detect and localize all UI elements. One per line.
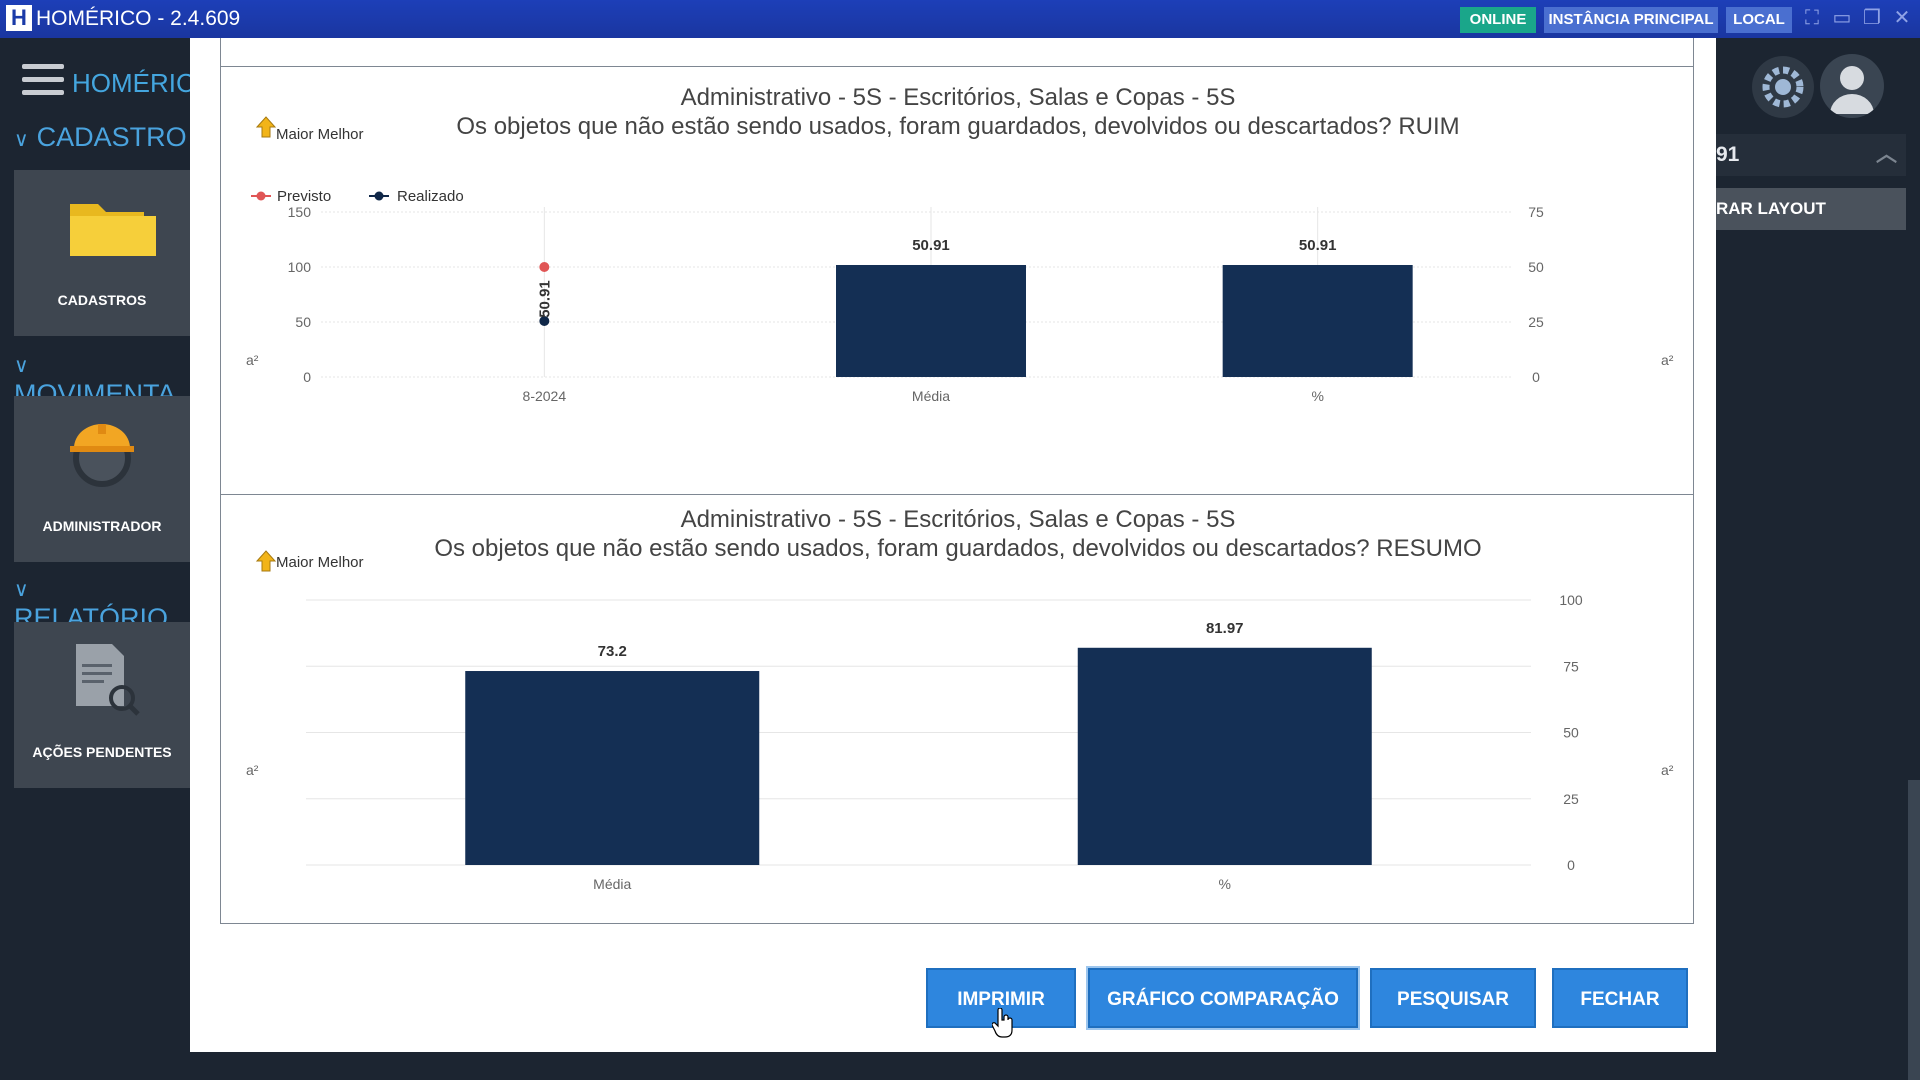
chart-modal: Administrativo - 5S - Escritórios, Salas… [190,38,1716,1052]
y-tick-left: 150 [288,204,312,220]
bar-label: 50.91 [1299,237,1337,254]
instance-badge[interactable]: INSTÂNCIA PRINCIPAL [1544,7,1718,33]
report-search-icon [76,644,140,716]
arrow-up-icon [255,116,277,138]
y-tick-left: 0 [303,369,311,385]
bar-label: 50.91 [912,237,950,254]
y-tick-left: 50 [295,314,311,330]
x-tick-label: % [1219,876,1231,892]
axis-unit-right: a² [1661,352,1674,368]
x-tick-label: Média [912,388,950,404]
app-logo-icon: H [6,5,32,31]
legend-realizado[interactable]: Realizado [369,188,464,205]
y-tick-right: 0 [1567,857,1575,873]
legend-label: Previsto [277,188,331,205]
minimize-icon[interactable]: ▭ [1832,7,1852,29]
bar-label: 73.2 [598,643,627,660]
gear-icon[interactable] [1752,56,1814,118]
chart-resumo: Administrativo - 5S - Escritórios, Salas… [246,506,1674,892]
tile-label: CADASTROS [57,292,147,308]
axis-unit-left: a² [246,352,259,368]
chart-title: Administrativo - 5S - Escritórios, Salas… [681,84,1236,111]
y-tick-right: 75 [1528,204,1544,220]
y-tick-right: 0 [1532,369,1540,385]
user-avatar-icon[interactable] [1820,54,1884,118]
fullscreen-icon[interactable]: ⛶ [1805,7,1819,29]
tile-administrador[interactable]: ADMINISTRADOR [14,396,190,562]
x-tick-label: 8-2024 [523,388,567,404]
section-cadastro[interactable]: ∨ CADASTRO [14,122,187,152]
bar[interactable] [1077,647,1372,865]
right-field[interactable]: 91 ︿ [1716,134,1906,176]
bar-label: 81.97 [1206,620,1244,637]
legend-label: Realizado [397,188,464,205]
panel-top-edge [220,38,1694,66]
menu-icon[interactable] [22,64,64,98]
close-button[interactable]: FECHAR [1552,968,1688,1028]
tile-label: AÇÕES PENDENTES [32,744,172,760]
bar[interactable] [1222,264,1413,377]
axis-unit-left: a² [246,762,259,778]
legend-previsto[interactable]: Previsto [251,188,331,205]
hand-cursor-icon [992,1008,1013,1038]
layout-button[interactable]: RAR LAYOUT [1716,188,1906,230]
chart-panel-ruim: Administrativo - 5S - Escritórios, Salas… [220,66,1694,496]
maior-melhor-label: Maior Melhor [276,126,364,143]
y-tick-right: 75 [1563,658,1579,674]
window-title: HOMÉRICO - 2.4.609 [36,7,241,30]
chevron-down-icon: ∨ [14,355,29,377]
mode-badge[interactable]: LOCAL [1726,7,1792,33]
y-tick-right: 50 [1563,725,1579,741]
chart-subtitle: Os objetos que não estão sendo usados, f… [434,535,1481,562]
point-realizado[interactable] [539,315,550,326]
bar[interactable] [836,264,1026,377]
sidebar: HOMÉRICO ∨ CADASTRO CADASTROS ∨MOVIMENTA … [0,38,215,1080]
chevron-up-icon[interactable]: ︿ [1876,143,1897,166]
chart-subtitle: Os objetos que não estão sendo usados, f… [456,113,1459,140]
folder-icon [70,204,156,256]
vertical-scrollbar[interactable] [1908,780,1920,1080]
search-button[interactable]: PESQUISAR [1370,968,1536,1028]
chart-panel-resumo: Administrativo - 5S - Escritórios, Salas… [220,494,1694,924]
engineer-icon [70,424,134,487]
maior-melhor-label: Maior Melhor [276,554,364,571]
tile-acoes-pendentes[interactable]: AÇÕES PENDENTES [14,622,190,788]
chart-title: Administrativo - 5S - Escritórios, Salas… [681,506,1236,533]
right-panel: 91 ︿ RAR LAYOUT [1716,38,1920,1080]
comparison-chart-button[interactable]: GRÁFICO COMPARAÇÃO [1086,966,1360,1030]
arrow-up-icon [255,550,277,572]
y-tick-right: 50 [1528,259,1544,275]
axis-unit-right: a² [1661,762,1674,778]
chevron-down-icon: ∨ [14,579,29,601]
point-label: 50.91 [536,280,553,318]
chart-ruim: Administrativo - 5S - Escritórios, Salas… [246,84,1674,404]
maximize-icon[interactable]: ❐ [1863,7,1881,29]
tile-label: ADMINISTRADOR [42,518,162,534]
x-tick-label: % [1311,388,1323,404]
bar[interactable] [465,671,760,865]
y-tick-right: 100 [1559,592,1583,608]
x-tick-label: Média [593,876,631,892]
chevron-down-icon: ∨ [14,129,29,151]
status-online-badge: ONLINE [1460,7,1536,33]
point-previsto[interactable] [539,262,550,272]
y-tick-right: 25 [1528,314,1544,330]
close-window-icon[interactable]: ✕ [1893,7,1911,29]
y-tick-left: 100 [288,259,312,275]
title-bar: H HOMÉRICO - 2.4.609 ONLINE INSTÂNCIA PR… [0,0,1920,38]
tile-cadastros[interactable]: CADASTROS [14,170,190,336]
y-tick-right: 25 [1563,791,1579,807]
right-field-value: 91 [1716,143,1740,166]
